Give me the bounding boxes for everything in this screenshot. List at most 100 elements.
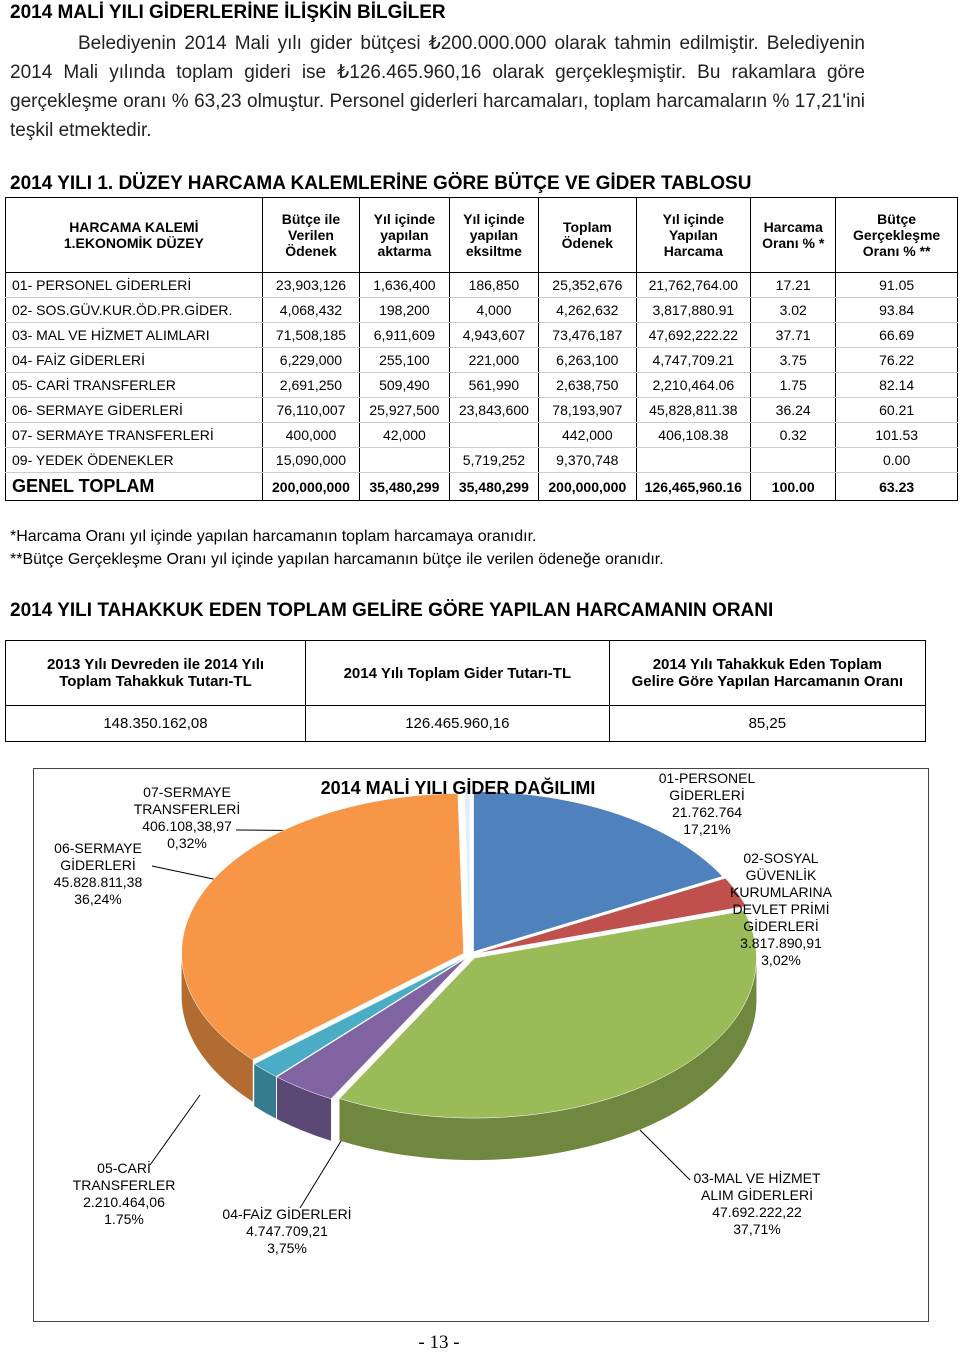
cell: 37.71 [750, 322, 837, 348]
cell: 76.22 [835, 347, 958, 373]
slice-label: 05-CARİ TRANSFERLER 2.210.464,06 1.75% [64, 1160, 184, 1228]
cell: 442,000 [538, 422, 637, 448]
slice-name: 03-MAL VE HİZMET ALIM GİDERLERİ [693, 1170, 821, 1203]
page-number: - 13 - [418, 1332, 460, 1353]
header-row: HARCAMA KALEMİ 1.EKONOMİK DÜZEY Bütçe ile… [5, 197, 958, 273]
cell: 126.465.960,16 [304, 705, 610, 742]
cell: 17.21 [750, 272, 837, 298]
cell: 04- FAİZ GİDERLERİ [5, 347, 263, 373]
header-row: 2013 Yılı Devreden ile 2014 Yılı Toplam … [5, 640, 927, 706]
header-cell: Toplam Ödenek [538, 197, 637, 273]
cell: 42,000 [359, 422, 450, 448]
slice [253, 957, 466, 1077]
slice-label: 04-FAİZ GİDERLERİ 4.747.709,21 3,75% [207, 1206, 367, 1257]
header-cell: HARCAMA KALEMİ 1.EKONOMİK DÜZEY [5, 197, 263, 273]
slice [476, 877, 747, 954]
slice-name: 02-SOSYAL GÜVENLİK KURUMLARINA DEVLET PR… [730, 850, 832, 934]
cell: 0.00 [835, 447, 958, 473]
cell: 101.53 [835, 422, 958, 448]
data-row: 02- SOS.GÜV.KUR.ÖD.PR.GİDER. 4,068,432 198… [5, 297, 958, 323]
slice-amount: 406.108,38,97 [142, 818, 232, 834]
slice [276, 958, 467, 1100]
cell: 3,817,880.91 [635, 297, 752, 323]
cell: 15,090,000 [261, 447, 361, 473]
slice-name: 04-FAİZ GİDERLERİ [222, 1206, 352, 1222]
total-cell: 126,465,960.16 [635, 472, 752, 501]
budget-table: HARCAMA KALEMİ 1.EKONOMİK DÜZEY Bütçe ile… [5, 197, 958, 501]
cell: 6,229,000 [261, 347, 361, 373]
cell: 23,903,126 [261, 272, 361, 298]
cell: 01- PERSONEL GİDERLERİ [5, 272, 263, 298]
header-cell: 2013 Yılı Devreden ile 2014 Yılı Toplam … [5, 640, 306, 706]
data-row: 05- CARİ TRANSFERLER 2,691,250 509,490 561,… [5, 372, 958, 398]
header-cell: 2014 Yılı Tahakkuk Eden Toplam Gelire Gö… [608, 640, 927, 706]
header-cell: Bütçe Gerçekleşme Oranı % ** [835, 197, 958, 273]
slice-amount: 4.747.709,21 [246, 1223, 328, 1239]
cell: 05- CARİ TRANSFERLER [5, 372, 263, 398]
slice [473, 791, 723, 952]
cell: 2,691,250 [261, 372, 361, 398]
cell: 36.24 [750, 397, 837, 423]
slice-name: 06-SERMAYE GİDERLERİ [54, 840, 142, 873]
header-cell: Harcama Oranı % * [750, 197, 837, 273]
cell: 5,719,252 [448, 447, 540, 473]
cell: 0.32 [750, 422, 837, 448]
cell: 60.21 [835, 397, 958, 423]
total-cell: GENEL TOPLAM [5, 472, 263, 501]
slice-name: 07-SERMAYE TRANSFERLERİ [133, 784, 241, 817]
cell: 91.05 [835, 272, 958, 298]
cell: 400,000 [261, 422, 361, 448]
cell: 6,911,609 [359, 322, 450, 348]
slice-percent: 1.75% [104, 1211, 144, 1227]
total-cell: 35,480,299 [359, 472, 450, 501]
cell: 1.75 [750, 372, 837, 398]
cell: 9,370,748 [538, 447, 637, 473]
cell: 509,490 [359, 372, 450, 398]
cell: 2,210,464.06 [635, 372, 752, 398]
cell: 3.02 [750, 297, 837, 323]
cell: 406,108.38 [635, 422, 752, 448]
header-cell: Yıl içinde yapılan eksiltme [448, 197, 540, 273]
pie-chart [149, 790, 757, 1209]
slice-percent: 37,71% [733, 1221, 781, 1237]
cell: 1,636,400 [359, 272, 450, 298]
cell: 4,262,632 [538, 297, 637, 323]
intro: Belediyenin 2014 Mali yılı gider bütçesi… [10, 33, 865, 141]
heading: 2014 MALİ YILI GİDERLERİNE İLİŞKİN BİLGİ… [10, 2, 446, 23]
cell: 148.350.162,08 [5, 705, 306, 742]
cell: 82.14 [835, 372, 958, 398]
footnote: *Harcama Oranı yıl içinde yapılan harcam… [10, 528, 537, 545]
total-cell: 100.00 [750, 472, 837, 501]
footnote: **Bütçe Gerçekleşme Oranı yıl içinde yap… [10, 551, 664, 568]
total-row: GENEL TOPLAM 200,000,000 35,480,299 35,480,… [5, 472, 958, 501]
data-row: 07- SERMAYE TRANSFERLERİ 400,000 42,000 442… [5, 422, 958, 448]
slice-percent: 36,24% [74, 891, 122, 907]
cell: 2,638,750 [538, 372, 637, 398]
slice-name: 05-CARİ TRANSFERLER [72, 1160, 176, 1193]
slice-percent: 3,02% [761, 952, 801, 968]
total-cell: 200,000,000 [261, 472, 361, 501]
slice-side [339, 958, 757, 1161]
header-cell: Bütçe ile Verilen Ödenek [261, 197, 361, 273]
cell: 06- SERMAYE GİDERLERİ [5, 397, 263, 423]
header-cell: Yıl içinde yapılan aktarma [359, 197, 450, 273]
cell: 4,000 [448, 297, 540, 323]
cell: 23,843,600 [448, 397, 540, 423]
cell: 66.69 [835, 322, 958, 348]
slice-label: 06-SERMAYE GİDERLERİ 45.828.811,38 36,24% [41, 840, 156, 908]
chart-title: 2014 MALİ YILI GİDER DAĞILIMI [320, 778, 596, 798]
cell: 45,828,811.38 [635, 397, 752, 423]
slice-label: 07-SERMAYE TRANSFERLERİ 406.108,38,97 0,32… [125, 784, 250, 852]
cell: 09- YEDEK ÖDENEKLER [5, 447, 263, 473]
cell: 71,508,185 [261, 322, 361, 348]
data-row: 04- FAİZ GİDERLERİ 6,229,000 255,100 221,00… [5, 347, 958, 373]
data-row: 06- SERMAYE GİDERLERİ 76,110,007 25,927,50… [5, 397, 958, 423]
cell: 561,990 [448, 372, 540, 398]
slice-percent: 3,75% [267, 1240, 307, 1256]
cell: 4,747,709.21 [635, 347, 752, 373]
cell: 47,692,222.22 [635, 322, 752, 348]
slice-amount: 3.817.890,91 [740, 935, 822, 951]
cell: 4,943,607 [448, 322, 540, 348]
ratio-table: 2013 Yılı Devreden ile 2014 Yılı Toplam … [5, 640, 927, 742]
